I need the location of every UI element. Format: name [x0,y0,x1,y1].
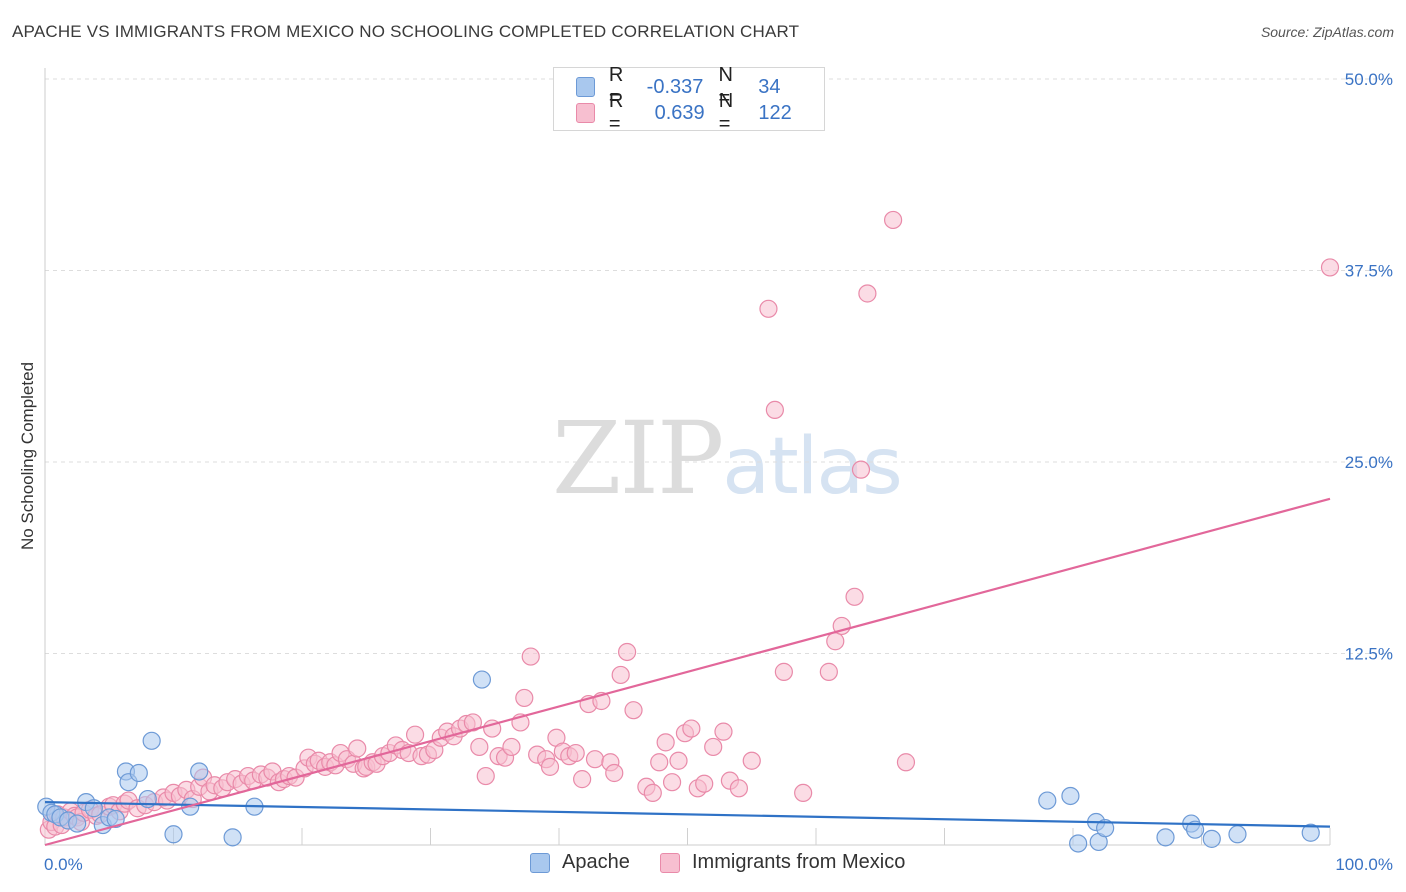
apache-trend-line [44,801,1331,828]
mexico-point [759,299,778,318]
apache-point [106,809,125,829]
mexico-point [573,770,592,789]
mexico-point [643,783,662,803]
mexico-point [851,460,871,479]
r-label: R = [608,64,624,109]
mexico-point [819,662,838,681]
axis-layer [44,68,1331,846]
mexico-point [521,647,540,666]
mexico-point [566,743,585,763]
mexico-point [858,284,877,303]
apache-swatch [576,77,595,97]
mexico-point [742,751,761,770]
apache-n-value: 34 [758,75,781,98]
mexico-point [729,779,749,798]
watermark-zip: ZIP [552,400,724,517]
watermark-atlas: atlas [722,422,902,512]
apache-point [1185,820,1205,839]
mexico-point [611,665,630,685]
r-label: R = [608,90,624,135]
mexico-point [348,739,367,758]
source-credit: Source: ZipAtlas.com [1260,24,1394,40]
apache-r-value: -0.337 [646,75,704,98]
x-tick-label: 100.0% [1335,855,1393,874]
mexico-legend-label: Immigrants from Mexico [692,851,906,873]
points-layer [37,210,1340,853]
mexico-point [896,753,916,772]
series-legend-mexico[interactable]: Immigrants from Mexico [660,851,905,874]
n-label: N = [718,90,734,135]
apache-point [1156,828,1175,847]
series-legend: Apache Immigrants from Mexico [0,851,1406,879]
mexico-point [826,632,845,651]
mexico-point [470,737,489,757]
mexico-point [774,662,793,681]
legend-row-mexico: R = 0.639 N = 122 [576,90,824,135]
mexico-point [695,774,714,793]
mexico-point [515,688,534,708]
mexico-point [765,400,784,420]
label-layer: 12.5% 25.0% 37.5% 50.0% 0.0% 100.0% [44,70,1393,874]
mexico-r-value: 0.639 [654,101,705,124]
stats-legend: R = -0.337 N = 34 R = 0.639 N = 122 [553,64,825,135]
apache-point [129,763,148,783]
series-legend-apache[interactable]: Apache [530,851,630,874]
apache-legend-label: Apache [562,851,630,873]
mexico-swatch [576,103,595,123]
mexico-point [669,751,688,770]
mexico-point [476,766,495,786]
y-tick-label: 12.5% [1345,645,1393,664]
apache-legend-swatch [530,852,550,873]
chart-title: APACHE VS IMMIGRANTS FROM MEXICO NO SCHO… [12,22,800,41]
mexico-point [682,719,701,738]
mexico-point [540,757,560,776]
trend-layer [44,497,1331,847]
apache-point [142,731,161,750]
apache-point [1061,786,1080,806]
apache-point [1038,791,1057,810]
legend-row-apache: R = -0.337 N = 34 [576,64,824,109]
apache-point [164,825,183,844]
apache-point [1301,823,1320,842]
apache-point [68,814,87,833]
apache-point [1228,825,1247,844]
mexico-point [585,750,605,769]
mexico-point [656,733,675,752]
y-tick-label: 25.0% [1345,453,1393,472]
mexico-point [883,210,903,230]
mexico-point [845,587,864,606]
y-tick-label: 37.5% [1345,262,1393,281]
apache-point [472,670,491,689]
mexico-point [794,783,813,803]
mexico-point [650,753,669,772]
watermark: ZIPatlas [552,400,903,517]
apache-point [223,828,242,847]
mexico-point [405,725,425,744]
y-tick-label: 50.0% [1345,70,1393,89]
mexico-point [502,737,521,757]
mexico-point [605,763,624,783]
mexico-legend-swatch [660,852,680,873]
x-tick-label: 0.0% [44,855,83,874]
apache-point [1069,834,1088,853]
grid-layer [45,78,1392,654]
mexico-point [714,722,733,741]
mexico-point [624,701,643,720]
mexico-point [1320,258,1340,277]
apache-point [1096,819,1115,838]
mexico-n-value: 122 [758,101,792,124]
mexico-point [463,713,483,732]
apache-point [1202,829,1221,848]
mexico-point [704,737,723,757]
mexico-point [662,773,682,792]
n-label: N = [718,64,733,109]
mexico-point [618,642,637,662]
mexico-trend-line [44,497,1331,847]
apache-point [190,762,209,781]
